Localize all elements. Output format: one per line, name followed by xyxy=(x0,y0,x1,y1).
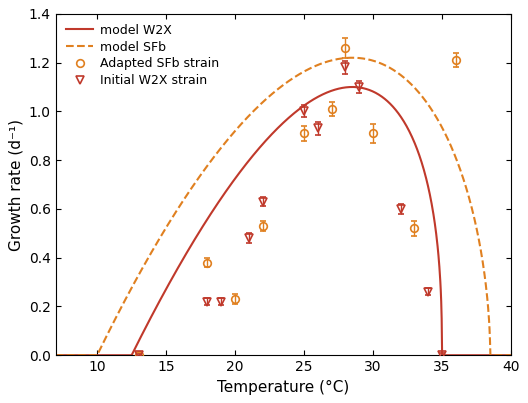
Legend: model W2X, model SFb, Adapted SFb strain, Initial W2X strain: model W2X, model SFb, Adapted SFb strain… xyxy=(62,20,222,91)
Y-axis label: Growth rate (d⁻¹): Growth rate (d⁻¹) xyxy=(8,118,23,251)
X-axis label: Temperature (°C): Temperature (°C) xyxy=(217,380,350,395)
